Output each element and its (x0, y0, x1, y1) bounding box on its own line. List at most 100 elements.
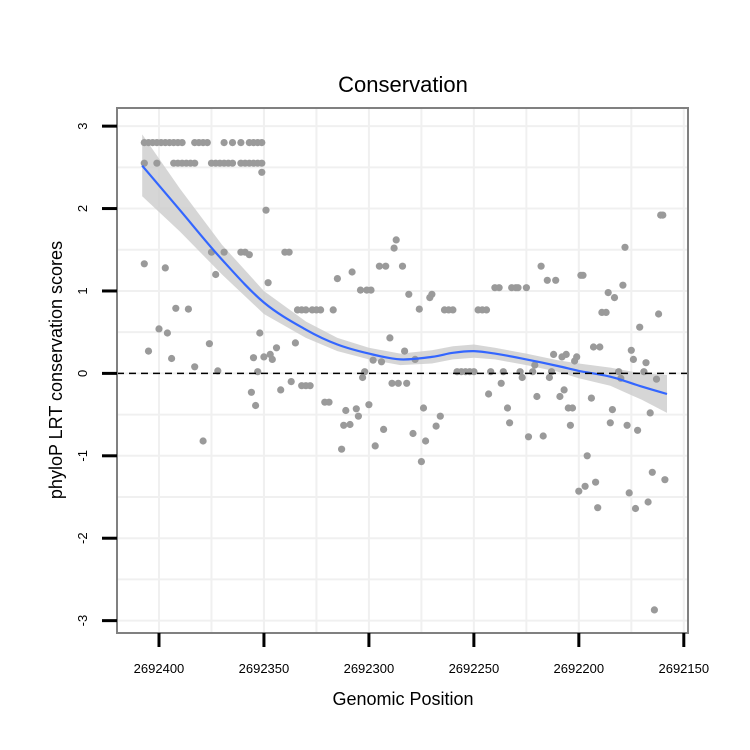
data-point (634, 426, 642, 434)
data-point (155, 325, 163, 333)
data-point (539, 432, 547, 440)
data-point (382, 262, 390, 270)
data-point (220, 248, 228, 256)
data-point (659, 211, 667, 219)
data-point (302, 306, 310, 314)
data-point (249, 354, 258, 362)
data-point (575, 487, 583, 495)
data-point (277, 386, 285, 394)
data-point (272, 344, 281, 352)
data-point (398, 262, 407, 270)
data-point (547, 368, 556, 376)
data-point (161, 264, 169, 272)
data-point (514, 284, 522, 292)
data-point (533, 392, 541, 401)
data-point (285, 248, 293, 256)
data-point (352, 405, 360, 413)
data-point (354, 412, 362, 420)
data-point (191, 159, 199, 167)
x-tick-label: 2692300 (344, 661, 395, 676)
y-tick-label: 2 (75, 205, 90, 212)
data-point (646, 409, 654, 417)
y-axis-title: phyloP LRT conservation scores (46, 241, 66, 499)
data-point (636, 323, 644, 331)
data-point (264, 279, 272, 287)
data-point (652, 375, 661, 383)
data-point (338, 445, 346, 453)
data-point (644, 498, 652, 506)
data-point (661, 476, 669, 484)
data-point (287, 378, 295, 386)
data-point (237, 139, 245, 147)
data-point (168, 354, 176, 363)
y-tick-label: -1 (75, 450, 90, 462)
data-point (375, 262, 383, 270)
data-point (377, 358, 386, 366)
data-point (178, 139, 186, 147)
data-point (568, 404, 577, 412)
data-point (258, 168, 266, 176)
data-point (482, 306, 491, 314)
data-point (640, 368, 648, 376)
data-point (205, 340, 213, 348)
x-axis-title: Genomic Position (332, 689, 473, 709)
data-point (428, 290, 436, 298)
x-tick-label: 2692200 (554, 661, 605, 676)
data-point (604, 289, 612, 297)
data-point (556, 392, 564, 401)
data-point (394, 379, 402, 387)
confidence-band (142, 134, 667, 413)
data-point (228, 139, 237, 147)
data-point (560, 386, 568, 394)
data-point (199, 437, 207, 445)
data-point (529, 368, 537, 376)
data-point (340, 421, 348, 429)
data-point (417, 458, 425, 466)
data-point (610, 294, 619, 302)
data-point (306, 382, 314, 390)
data-point (153, 159, 161, 167)
x-tick-label: 2692250 (449, 661, 500, 676)
data-point (140, 159, 148, 167)
y-tick-label: 3 (75, 122, 90, 129)
data-point (503, 404, 512, 412)
data-point (583, 452, 591, 460)
data-point (356, 286, 365, 294)
data-point (386, 334, 394, 342)
data-point (346, 420, 354, 429)
data-point (581, 482, 589, 490)
data-point (247, 388, 255, 396)
data-point (615, 368, 623, 376)
data-point (499, 368, 507, 376)
data-point (648, 468, 656, 476)
data-point (550, 350, 558, 358)
data-point (367, 286, 375, 294)
y-tick-label: 0 (75, 370, 90, 377)
data-point (650, 606, 659, 614)
data-point (543, 276, 551, 284)
data-point (531, 361, 539, 369)
data-point (228, 159, 237, 167)
data-point (258, 159, 266, 167)
x-axis: 2692400 2692350 2692300 2692250 2692200 26921… (134, 633, 709, 676)
smooth-line-group (141, 164, 668, 396)
data-point (403, 379, 411, 387)
data-point (625, 489, 633, 497)
data-point (592, 478, 600, 486)
data-point (342, 406, 350, 415)
data-point (317, 306, 325, 314)
data-point (405, 290, 413, 298)
data-point (623, 421, 631, 429)
y-tick-label: -2 (75, 532, 90, 544)
data-point (497, 379, 505, 387)
data-point (627, 346, 635, 354)
data-point (415, 305, 423, 313)
data-point (608, 406, 617, 414)
data-point (256, 329, 264, 337)
data-point (524, 433, 533, 441)
data-point (203, 139, 211, 147)
data-point (621, 243, 629, 251)
data-point (537, 262, 545, 270)
data-point (485, 390, 493, 398)
data-point (419, 404, 428, 412)
